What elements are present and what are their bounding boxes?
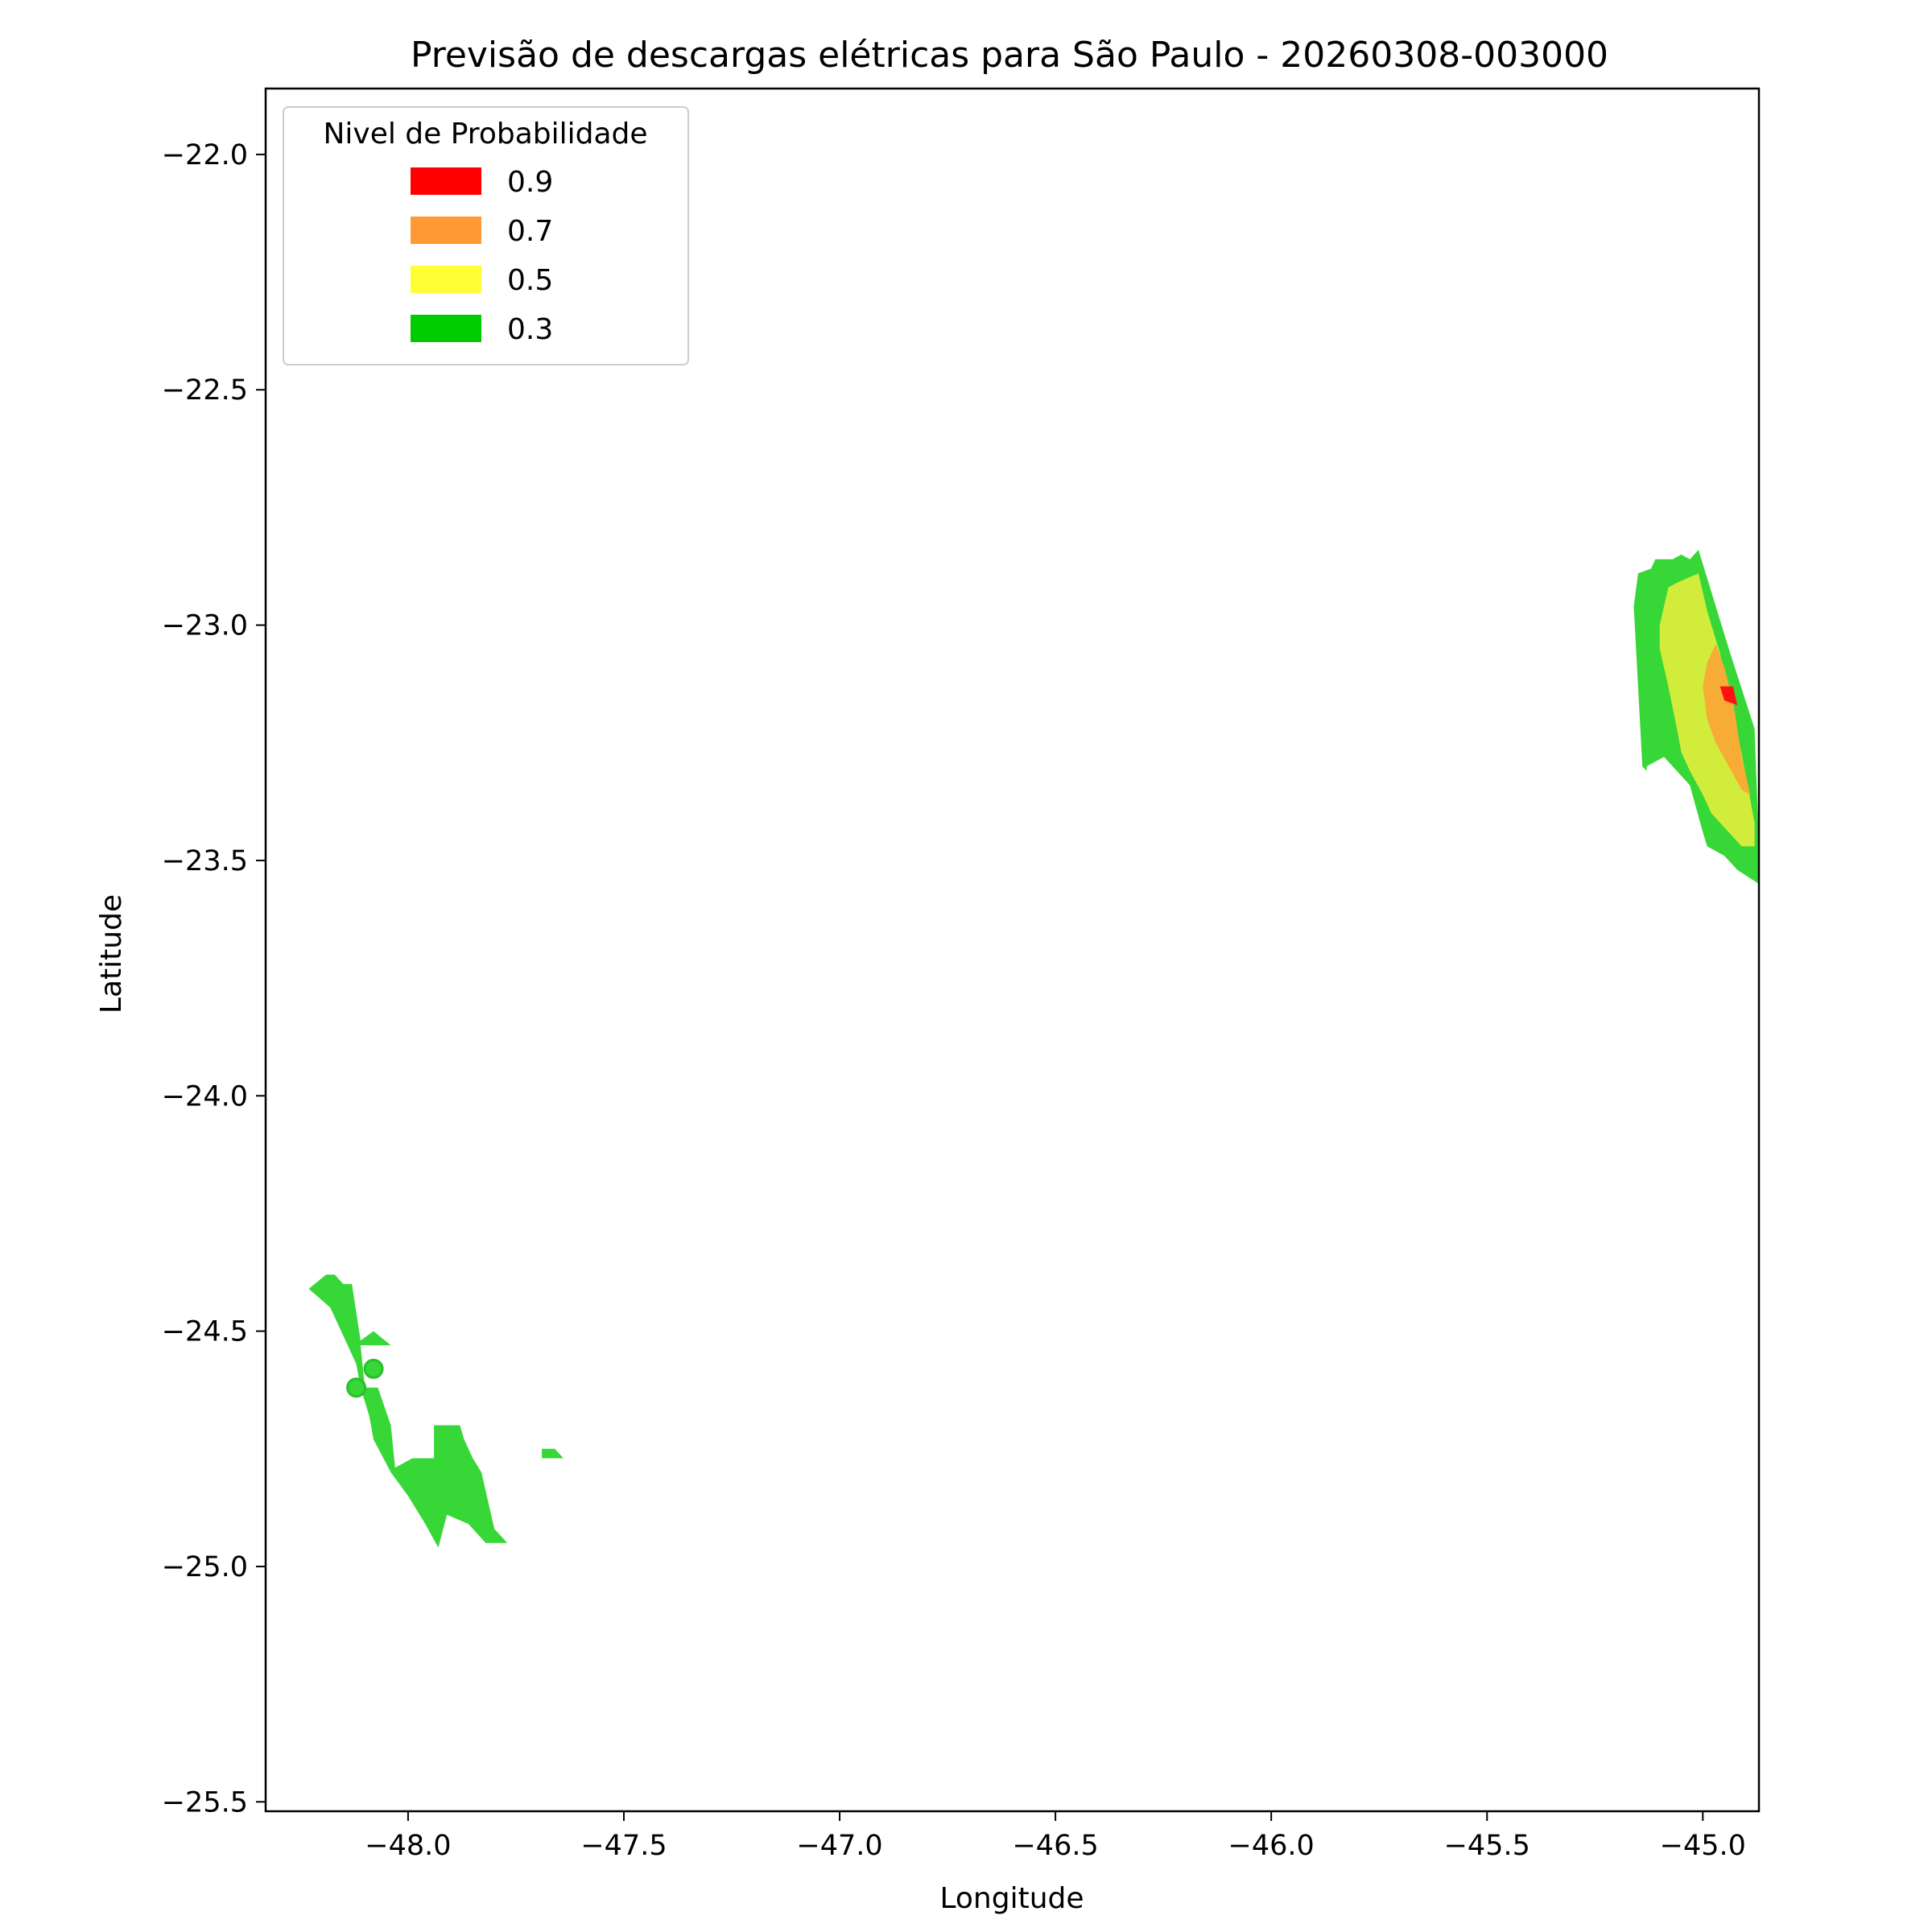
region-07-4 [1703,643,1751,795]
x-tick-label: −46.5 [1012,1830,1098,1862]
y-tick-label: −25.0 [162,1551,248,1583]
x-tick-label: −45.0 [1660,1830,1746,1862]
legend-swatch-03 [411,315,481,342]
x-axis: −48.0 −47.5 −47.0 −46.5 −46.0 −45.5 −45.0 [365,1811,1746,1862]
y-tick-label: −22.0 [162,139,248,171]
legend-swatch-07 [411,217,481,244]
y-tick-label: −22.5 [162,374,248,407]
legend-label-09: 0.9 [507,166,553,199]
legend-box [283,106,689,365]
probability-markers [346,1358,384,1398]
probability-regions [308,550,1759,1548]
legend-label-03: 0.3 [507,313,553,346]
y-tick-label: −25.5 [162,1786,248,1818]
legend-swatch-09 [411,167,481,195]
region-03-1 [308,1274,508,1548]
legend-title: Nivel de Probabilidade [323,118,647,151]
legend-entries: 0.9 0.7 0.5 0.3 [411,166,553,346]
marker-1 [363,1358,384,1379]
x-tick-label: −47.0 [796,1830,882,1862]
region-09-5 [1719,686,1738,705]
y-tick-label: −23.0 [162,610,248,642]
legend: Nivel de Probabilidade 0.9 0.7 0.5 0.3 [283,106,689,365]
region-03-2 [542,1448,564,1459]
y-tick-label: −23.5 [162,845,248,877]
x-tick-label: −45.5 [1444,1830,1530,1862]
y-axis-label: Latitude [95,894,128,1013]
legend-swatch-05 [411,266,481,293]
y-tick-label: −24.0 [162,1080,248,1113]
y-tick-label: −24.5 [162,1316,248,1348]
chart-title: Previsão de descargas elétricas para São… [411,35,1608,76]
marker-0 [346,1377,367,1398]
y-axis: −22.0 −22.5 −23.0 −23.5 −24.0 −24.5 −25.0 −25.5 [162,139,266,1818]
x-tick-label: −47.5 [580,1830,667,1862]
legend-label-05: 0.5 [507,264,553,297]
legend-label-07: 0.7 [507,215,553,248]
x-tick-label: −48.0 [365,1830,451,1862]
plot-frame [264,87,1761,1813]
x-axis-label: Longitude [939,1882,1084,1915]
x-tick-label: −46.0 [1228,1830,1315,1862]
